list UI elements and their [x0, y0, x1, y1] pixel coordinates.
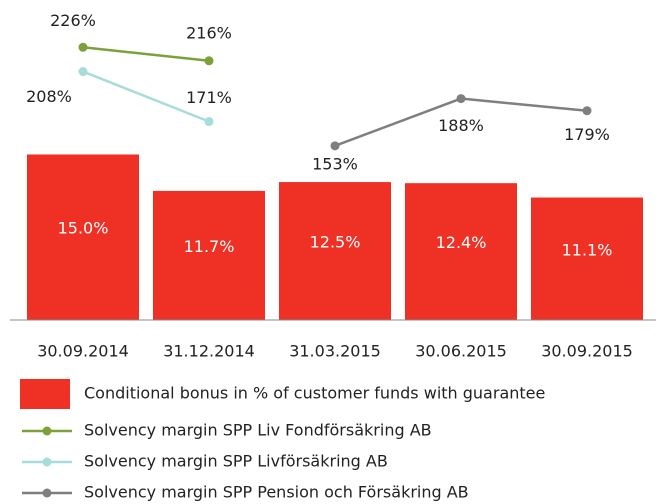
bar-value-label: 15.0% [58, 219, 109, 238]
line-marker [204, 56, 214, 66]
line-marker [330, 141, 340, 151]
line-marker [78, 42, 88, 52]
line-value-label: 179% [564, 125, 610, 144]
line-value-label: 188% [438, 116, 484, 135]
legend-label: Solvency margin SPP Pension och Försäkri… [84, 483, 469, 502]
legend-marker [42, 457, 52, 467]
line-value-label: 226% [50, 11, 96, 30]
bar [531, 197, 643, 320]
line-marker [78, 67, 88, 77]
x-tick-label: 31.03.2015 [289, 342, 381, 361]
x-tick-label: 30.06.2015 [415, 342, 507, 361]
line-value-label: 153% [312, 154, 358, 173]
bar-value-label: 11.1% [562, 240, 613, 259]
legend-marker [42, 488, 52, 498]
line-value-label: 216% [186, 23, 232, 42]
bar-value-label: 12.4% [436, 233, 487, 252]
bar [279, 182, 391, 320]
line [82, 46, 210, 63]
x-tick-label: 30.09.2015 [541, 342, 633, 361]
legend-swatch [20, 379, 70, 409]
line-marker [204, 117, 214, 127]
line-value-label: 208% [26, 87, 72, 106]
legend-label: Solvency margin SPP Livförsäkring AB [84, 452, 388, 471]
line [82, 70, 210, 123]
bar-value-label: 12.5% [310, 233, 361, 252]
x-tick-label: 30.09.2014 [37, 342, 129, 361]
line-marker [456, 94, 466, 104]
bar [27, 154, 139, 320]
legend-label: Conditional bonus in % of customer funds… [84, 384, 545, 403]
line-marker [582, 106, 592, 116]
line-value-label: 171% [186, 88, 232, 107]
bar [405, 183, 517, 320]
x-tick-label: 31.12.2014 [163, 342, 255, 361]
bar-value-label: 11.7% [184, 237, 235, 256]
legend-label: Solvency margin SPP Liv Fondförsäkring A… [84, 421, 432, 440]
legend-marker [42, 426, 52, 436]
bar [153, 190, 265, 320]
